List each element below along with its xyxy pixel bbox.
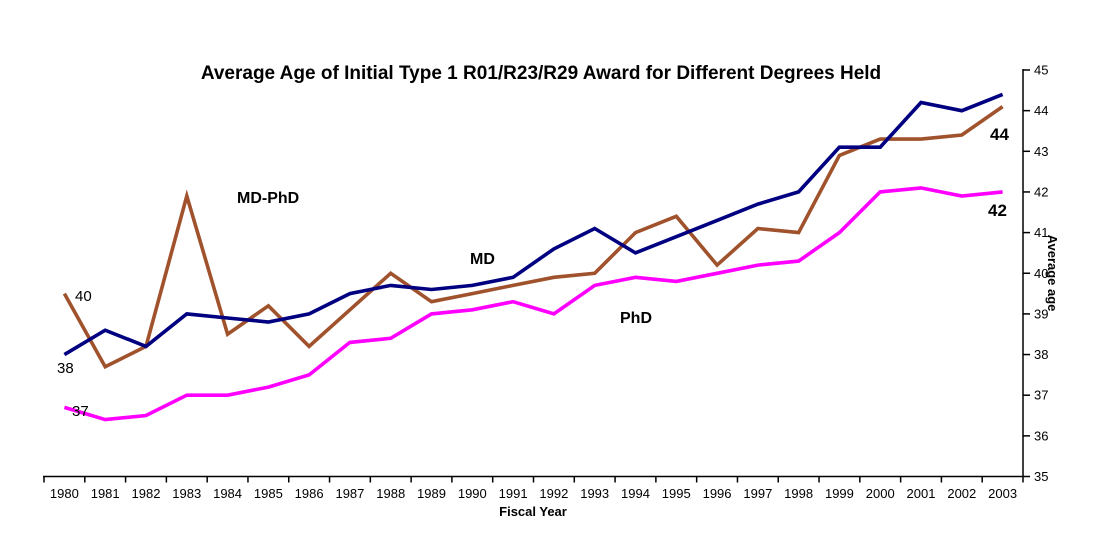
series-label-md-phd: MD-PhD	[237, 190, 299, 207]
point-value-label: 37	[72, 403, 89, 420]
y-tick-label: 37	[1034, 388, 1048, 403]
x-tick-label: 1983	[172, 486, 201, 501]
x-tick-label: 1996	[703, 486, 732, 501]
y-tick-label: 45	[1034, 63, 1048, 78]
y-tick-label: 42	[1034, 184, 1048, 199]
x-tick-label: 1993	[580, 486, 609, 501]
point-value-label: 44	[990, 125, 1009, 144]
x-tick-label: 2001	[907, 486, 936, 501]
y-tick-label: 40	[1034, 266, 1048, 281]
x-axis-title: Fiscal Year	[499, 504, 567, 519]
series-line-phd	[63, 186, 1003, 422]
x-tick-label: 1981	[91, 486, 120, 501]
x-tick-label: 1998	[784, 486, 813, 501]
chart-annotations: MD-PhD MD PhD 40 38 37 44 42	[57, 125, 1009, 420]
x-tick-label: 2002	[947, 486, 976, 501]
series-line-md-phd	[62, 105, 1004, 370]
y-axis: 35 36 37 38 39 40 41 42 43 44 45	[1022, 63, 1048, 484]
x-tick-label: 1982	[132, 486, 161, 501]
x-tick-label: 1991	[499, 486, 528, 501]
series-label-phd: PhD	[620, 310, 652, 327]
x-tick-label: 2000	[866, 486, 895, 501]
point-value-label: 38	[57, 360, 74, 377]
y-tick-label: 41	[1034, 225, 1048, 240]
series-label-md: MD	[470, 251, 495, 268]
x-tick-label: 1985	[254, 486, 283, 501]
x-tick-label: 1980	[50, 486, 79, 501]
point-value-label: 42	[988, 201, 1007, 220]
y-tick-label: 38	[1034, 347, 1048, 362]
point-value-label: 40	[75, 288, 92, 305]
y-tick-label: 39	[1034, 306, 1048, 321]
x-tick-label: 1995	[662, 486, 691, 501]
series-lines	[62, 92, 1004, 422]
x-tick-label: 1994	[621, 486, 650, 501]
y-tick-label: 35	[1034, 469, 1048, 484]
y-tick-label: 36	[1034, 428, 1048, 443]
x-tick-label: 1988	[376, 486, 405, 501]
x-tick-label: 1989	[417, 486, 446, 501]
x-tick-label: 2003	[988, 486, 1017, 501]
series-line-md	[63, 92, 1004, 357]
x-tick-label: 1984	[213, 486, 242, 501]
x-axis: 1980 1981 1982 1983 1984 1985 1986 1987 1988 1989…	[43, 475, 1024, 501]
x-tick-label: 1987	[335, 486, 364, 501]
y-tick-label: 43	[1034, 144, 1048, 159]
x-tick-label: 1997	[743, 486, 772, 501]
y-axis-title: Average age	[1045, 235, 1060, 312]
x-tick-label: 1990	[458, 486, 487, 501]
x-tick-label: 1986	[295, 486, 324, 501]
x-tick-label: 1999	[825, 486, 854, 501]
y-tick-label: 44	[1034, 103, 1048, 118]
x-tick-label: 1992	[539, 486, 568, 501]
chart-title: Average Age of Initial Type 1 R01/R23/R2…	[201, 63, 881, 84]
